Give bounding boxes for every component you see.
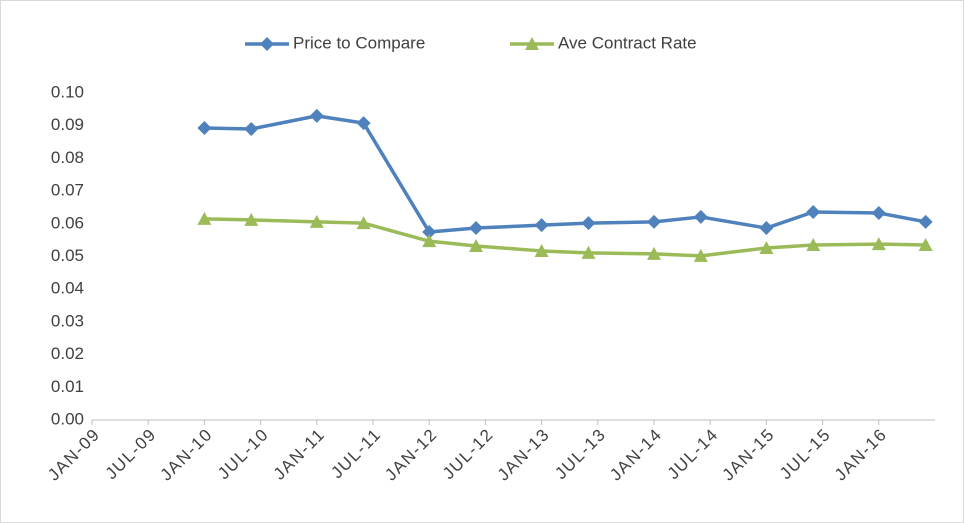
marker xyxy=(693,248,708,262)
y-tick-label: 0.09 xyxy=(51,115,84,134)
marker xyxy=(871,206,886,221)
marker xyxy=(469,221,484,236)
legend-marker xyxy=(525,37,539,50)
marker xyxy=(871,237,886,251)
series-line xyxy=(204,217,926,258)
marker xyxy=(244,121,259,136)
marker xyxy=(309,108,324,123)
marker xyxy=(806,238,821,252)
marker xyxy=(918,214,933,229)
marker xyxy=(647,246,661,260)
y-tick-label: 0.00 xyxy=(51,409,84,428)
marker xyxy=(356,216,371,230)
legend-label: Price to Compare xyxy=(293,33,425,52)
marker xyxy=(244,212,259,226)
marker xyxy=(918,238,933,252)
y-tick-label: 0.08 xyxy=(51,148,84,167)
y-tick-label: 0.06 xyxy=(51,213,84,232)
marker xyxy=(806,205,821,220)
marker xyxy=(469,239,484,253)
y-tick-label: 0.10 xyxy=(51,82,84,101)
marker xyxy=(647,214,661,229)
legend-label: Ave Contract Rate xyxy=(558,33,697,52)
marker xyxy=(422,224,437,239)
marker xyxy=(197,120,212,135)
marker xyxy=(422,234,437,248)
y-tick-label: 0.04 xyxy=(51,279,84,298)
y-tick-label: 0.05 xyxy=(51,246,84,265)
marker xyxy=(309,214,324,228)
marker xyxy=(197,211,212,225)
y-tick-label: 0.03 xyxy=(51,311,84,330)
legend-marker xyxy=(260,37,274,51)
marker xyxy=(759,221,774,236)
marker xyxy=(534,218,549,233)
series-line xyxy=(204,114,926,234)
y-tick-label: 0.02 xyxy=(51,344,84,363)
marker xyxy=(534,243,549,257)
marker xyxy=(581,216,596,231)
marker xyxy=(693,209,708,224)
y-tick-label: 0.07 xyxy=(51,181,84,200)
marker xyxy=(581,245,596,259)
marker xyxy=(356,116,371,131)
marker xyxy=(759,240,774,254)
y-tick-label: 0.01 xyxy=(51,377,84,396)
